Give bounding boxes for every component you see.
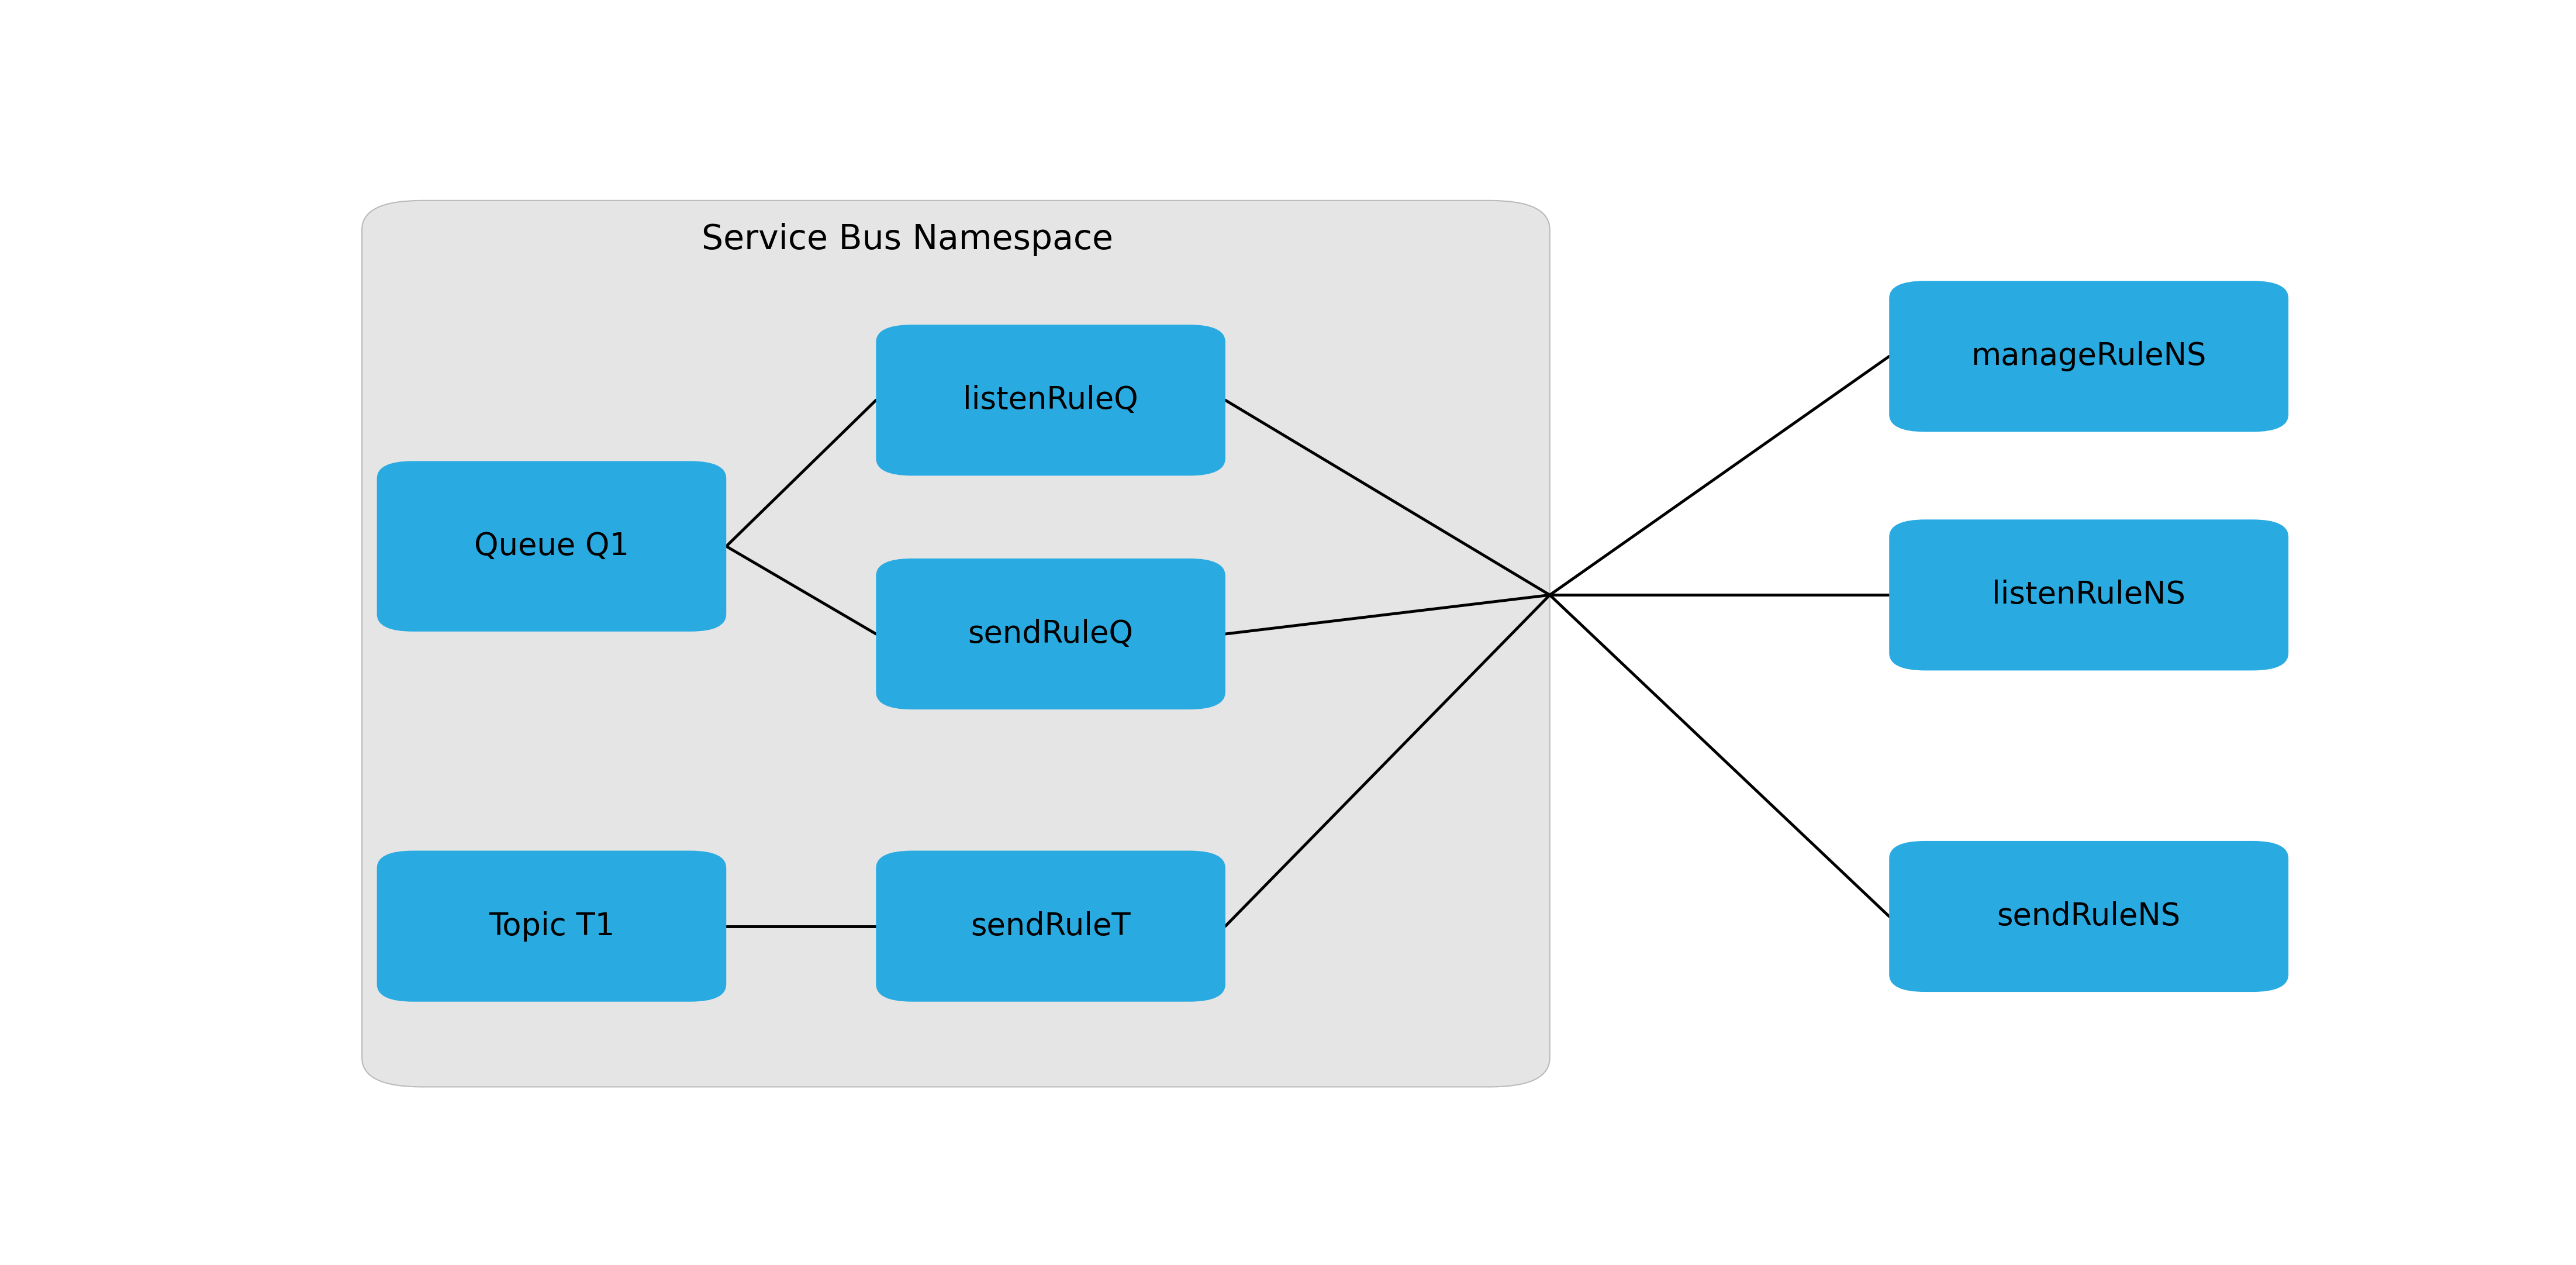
- FancyBboxPatch shape: [876, 325, 1226, 476]
- FancyBboxPatch shape: [1888, 520, 2287, 670]
- Text: Topic T1: Topic T1: [489, 911, 616, 941]
- Text: sendRuleNS: sendRuleNS: [1996, 901, 2182, 931]
- Text: listenRuleQ: listenRuleQ: [963, 385, 1139, 415]
- FancyBboxPatch shape: [376, 460, 726, 631]
- FancyBboxPatch shape: [876, 850, 1226, 1002]
- FancyBboxPatch shape: [1888, 281, 2287, 431]
- FancyBboxPatch shape: [1888, 841, 2287, 992]
- FancyBboxPatch shape: [361, 200, 1551, 1087]
- Text: Queue Q1: Queue Q1: [474, 531, 629, 562]
- Text: manageRuleNS: manageRuleNS: [1971, 342, 2208, 372]
- Text: sendRuleT: sendRuleT: [971, 911, 1131, 941]
- Text: sendRuleQ: sendRuleQ: [969, 619, 1133, 649]
- FancyBboxPatch shape: [376, 850, 726, 1002]
- Text: Service Bus Namespace: Service Bus Namespace: [701, 223, 1113, 257]
- FancyBboxPatch shape: [876, 558, 1226, 710]
- Text: listenRuleNS: listenRuleNS: [1991, 579, 2184, 610]
